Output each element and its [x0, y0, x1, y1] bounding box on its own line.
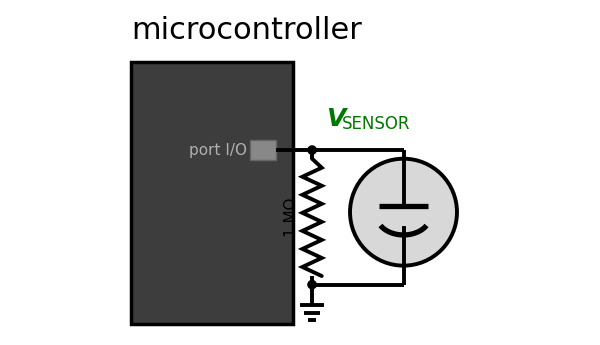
Circle shape — [308, 280, 316, 289]
Text: port I/O: port I/O — [188, 142, 247, 158]
Text: microcontroller: microcontroller — [131, 16, 362, 45]
Bar — [131, 62, 293, 324]
Circle shape — [308, 146, 316, 154]
Text: SENSOR: SENSOR — [341, 115, 410, 133]
Circle shape — [350, 159, 457, 266]
Text: V: V — [326, 107, 345, 131]
Bar — [250, 140, 276, 160]
Text: 1 MΩ: 1 MΩ — [284, 198, 299, 237]
